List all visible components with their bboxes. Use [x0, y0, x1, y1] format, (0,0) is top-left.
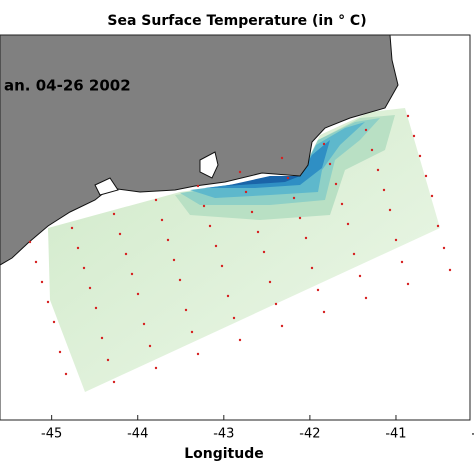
station: [172, 258, 176, 262]
station: [178, 278, 182, 282]
station: [334, 182, 338, 186]
island: [94, 177, 119, 196]
station: [64, 372, 68, 376]
stations: [28, 114, 452, 384]
station: [262, 250, 266, 254]
station: [106, 358, 110, 362]
station: [442, 246, 446, 250]
frame: [0, 34, 471, 421]
station: [94, 306, 98, 310]
station: [214, 244, 218, 248]
station: [322, 142, 326, 146]
station: [34, 260, 38, 264]
station: [268, 280, 272, 284]
station: [52, 320, 56, 324]
land: [0, 35, 399, 266]
island: [199, 151, 219, 179]
station: [256, 230, 260, 234]
station: [250, 210, 254, 214]
station: [370, 148, 374, 152]
station: [280, 324, 284, 328]
station: [40, 280, 44, 284]
station: [118, 232, 122, 236]
station: [316, 288, 320, 292]
station: [112, 380, 116, 384]
station: [232, 316, 236, 320]
station: [406, 114, 410, 118]
station: [136, 292, 140, 296]
station: [292, 196, 296, 200]
x-tick-label: -42: [299, 427, 320, 442]
contour: [225, 176, 300, 186]
station: [376, 168, 380, 172]
station: [238, 338, 242, 342]
station: [280, 156, 284, 160]
station: [124, 252, 128, 256]
station: [82, 266, 86, 270]
station: [238, 170, 242, 174]
station: [340, 202, 344, 206]
x-tick-label: -44: [127, 427, 148, 442]
station: [418, 154, 422, 158]
x-axis: -45 -44 -43 -42 -41 -40: [41, 415, 474, 442]
station: [76, 246, 80, 250]
station: [388, 208, 392, 212]
station: [352, 252, 356, 256]
station: [160, 218, 164, 222]
station: [436, 224, 440, 228]
station: [220, 264, 224, 268]
station: [142, 322, 146, 326]
station: [100, 336, 104, 340]
station: [196, 184, 200, 188]
x-axis-label: Longitude: [184, 446, 264, 462]
station: [88, 286, 92, 290]
date-annotation: an. 04-26 2002: [4, 77, 131, 95]
station: [406, 282, 410, 286]
x-tick-label: -45: [41, 427, 62, 442]
map-title: Sea Surface Temperature (in ° C): [107, 13, 366, 29]
station: [364, 128, 368, 132]
station: [400, 260, 404, 264]
station: [448, 268, 452, 272]
station: [310, 266, 314, 270]
station: [148, 344, 152, 348]
station: [184, 308, 188, 312]
station: [46, 300, 50, 304]
x-tick-label: -40: [471, 427, 474, 442]
station: [28, 240, 32, 244]
station: [394, 238, 398, 242]
station: [304, 236, 308, 240]
station: [412, 134, 416, 138]
station: [70, 226, 74, 230]
station: [208, 224, 212, 228]
station: [166, 238, 170, 242]
station: [346, 222, 350, 226]
x-tick-label: -43: [213, 427, 234, 442]
station: [274, 302, 278, 306]
station: [58, 350, 62, 354]
station: [322, 310, 326, 314]
station: [358, 274, 362, 278]
station: [112, 212, 116, 216]
station: [382, 188, 386, 192]
station: [298, 216, 302, 220]
station: [364, 296, 368, 300]
station: [130, 272, 134, 276]
station: [430, 194, 434, 198]
station: [226, 294, 230, 298]
station: [154, 366, 158, 370]
x-tick-label: -41: [385, 427, 406, 442]
station: [196, 352, 200, 356]
station: [202, 204, 206, 208]
station: [190, 330, 194, 334]
station: [286, 176, 290, 180]
station: [424, 174, 428, 178]
station: [328, 162, 332, 166]
station: [154, 198, 158, 202]
plot-area: [0, 35, 452, 392]
station: [244, 190, 248, 194]
